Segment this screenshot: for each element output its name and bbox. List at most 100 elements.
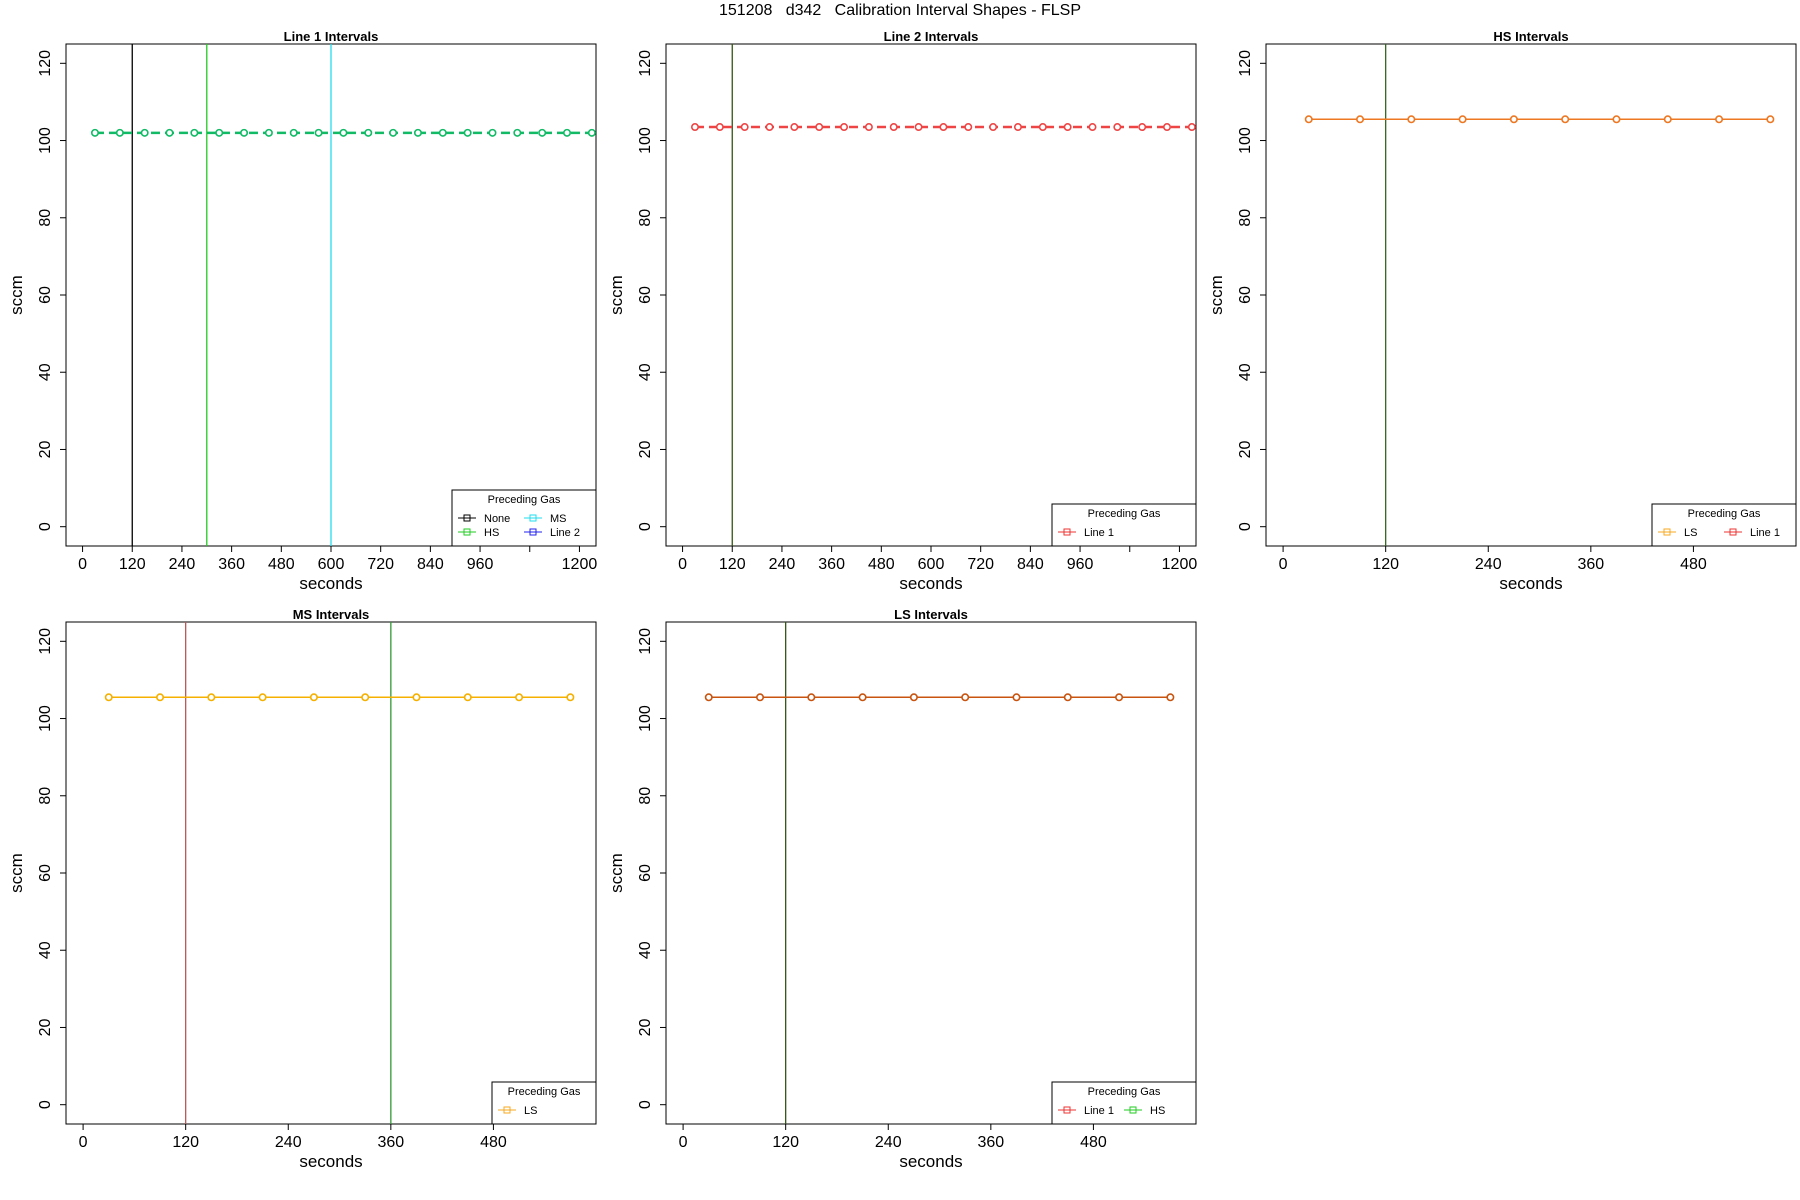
data-point [165, 128, 174, 137]
data-point [339, 128, 348, 137]
data-point [1187, 123, 1196, 132]
x-tick-label: 480 [1680, 556, 1707, 573]
legend-box [1051, 1081, 1197, 1125]
legend-entry-label: Line 1 [1750, 527, 1780, 539]
data-point [964, 123, 973, 132]
y-tick-label: 0 [37, 522, 54, 531]
legend-entry-label: None [484, 513, 510, 525]
legend-swatch-marker [503, 1106, 511, 1114]
chart-title: MS Intervals [293, 607, 370, 622]
x-tick-label: 960 [467, 556, 494, 573]
y-tick-label: 100 [637, 705, 654, 732]
legend-entry-label: Line 1 [1084, 1105, 1114, 1117]
chart-title: Line 2 Intervals [884, 29, 979, 44]
data-point [515, 693, 524, 702]
data-point [364, 128, 373, 137]
x-tick-label: 1200 [1162, 556, 1198, 573]
data-point [1063, 693, 1072, 702]
x-tick-label: 480 [268, 556, 295, 573]
y-tick-label: 80 [637, 787, 654, 805]
legend-swatch-marker [1663, 528, 1671, 536]
legend-entry-label: HS [1150, 1105, 1165, 1117]
x-tick-label: 240 [169, 556, 196, 573]
y-tick-label: 80 [37, 209, 54, 227]
data-point [1113, 123, 1122, 132]
data-point [566, 693, 575, 702]
data-point [961, 693, 970, 702]
y-tick-label: 60 [1237, 286, 1254, 304]
legend-box [1651, 503, 1797, 547]
data-point [90, 128, 99, 137]
chart-title: Line 1 Intervals [284, 29, 379, 44]
data-point [858, 693, 867, 702]
data-point [1013, 123, 1022, 132]
y-tick-label: 120 [637, 628, 654, 655]
y-tick-label: 20 [637, 440, 654, 458]
data-point [909, 693, 918, 702]
data-point [258, 693, 267, 702]
x-tick-label: 480 [1080, 1134, 1107, 1151]
data-point [438, 128, 447, 137]
x-axis-label: seconds [299, 574, 362, 593]
data-point [264, 128, 273, 137]
legend-swatch-marker [1729, 528, 1737, 536]
y-tick-label: 60 [637, 286, 654, 304]
legend: Preceding Gas LS Line 1 [1651, 503, 1797, 547]
data-point [815, 123, 824, 132]
data-point [1663, 115, 1672, 124]
data-point [1561, 115, 1570, 124]
data-point [207, 693, 216, 702]
legend-title: Preceding Gas [508, 1086, 581, 1098]
data-point [1063, 123, 1072, 132]
y-tick-label: 20 [37, 1018, 54, 1036]
y-tick-label: 120 [37, 628, 54, 655]
legend-title: Preceding Gas [1088, 1086, 1161, 1098]
y-axis-label: sccm [7, 275, 26, 315]
y-tick-label: 40 [1237, 363, 1254, 381]
x-tick-label: 0 [1279, 556, 1288, 573]
data-point [690, 123, 699, 132]
y-tick-label: 60 [37, 286, 54, 304]
y-tick-label: 40 [37, 363, 54, 381]
legend: Preceding Gas Line 1 [1051, 503, 1197, 547]
data-point [463, 693, 472, 702]
data-point [1766, 115, 1775, 124]
data-point [1166, 693, 1175, 702]
data-point [1163, 123, 1172, 132]
y-tick-label: 40 [637, 363, 654, 381]
x-axis-label: seconds [899, 574, 962, 593]
x-tick-label: 120 [772, 1134, 799, 1151]
y-axis-label: sccm [1207, 275, 1226, 315]
x-tick-label: 120 [719, 556, 746, 573]
data-point [513, 128, 522, 137]
legend-entry-label: HS [484, 527, 499, 539]
data-point [1612, 115, 1621, 124]
data-point [765, 123, 774, 132]
legend-swatch-marker [1129, 1106, 1137, 1114]
legend-swatch-marker [463, 514, 471, 522]
data-point [840, 123, 849, 132]
data-point [104, 693, 113, 702]
legend-title: Preceding Gas [1088, 508, 1161, 520]
data-point [1012, 693, 1021, 702]
data-point [309, 693, 318, 702]
x-axis-label: seconds [1499, 574, 1562, 593]
data-point [1088, 123, 1097, 132]
x-tick-label: 840 [1017, 556, 1044, 573]
plot-frame [665, 43, 1197, 547]
x-tick-label: 240 [875, 1134, 902, 1151]
data-point [488, 128, 497, 137]
data-point [939, 123, 948, 132]
y-tick-label: 0 [637, 522, 654, 531]
y-tick-label: 100 [1237, 127, 1254, 154]
legend: Preceding Gas Line 1 HS [1051, 1081, 1197, 1125]
data-point [289, 128, 298, 137]
x-tick-label: 480 [868, 556, 895, 573]
data-point [140, 128, 149, 137]
legend: Preceding Gas None MS HS Line 2 [451, 489, 597, 547]
y-tick-label: 80 [637, 209, 654, 227]
legend: Preceding Gas LS [491, 1081, 597, 1125]
